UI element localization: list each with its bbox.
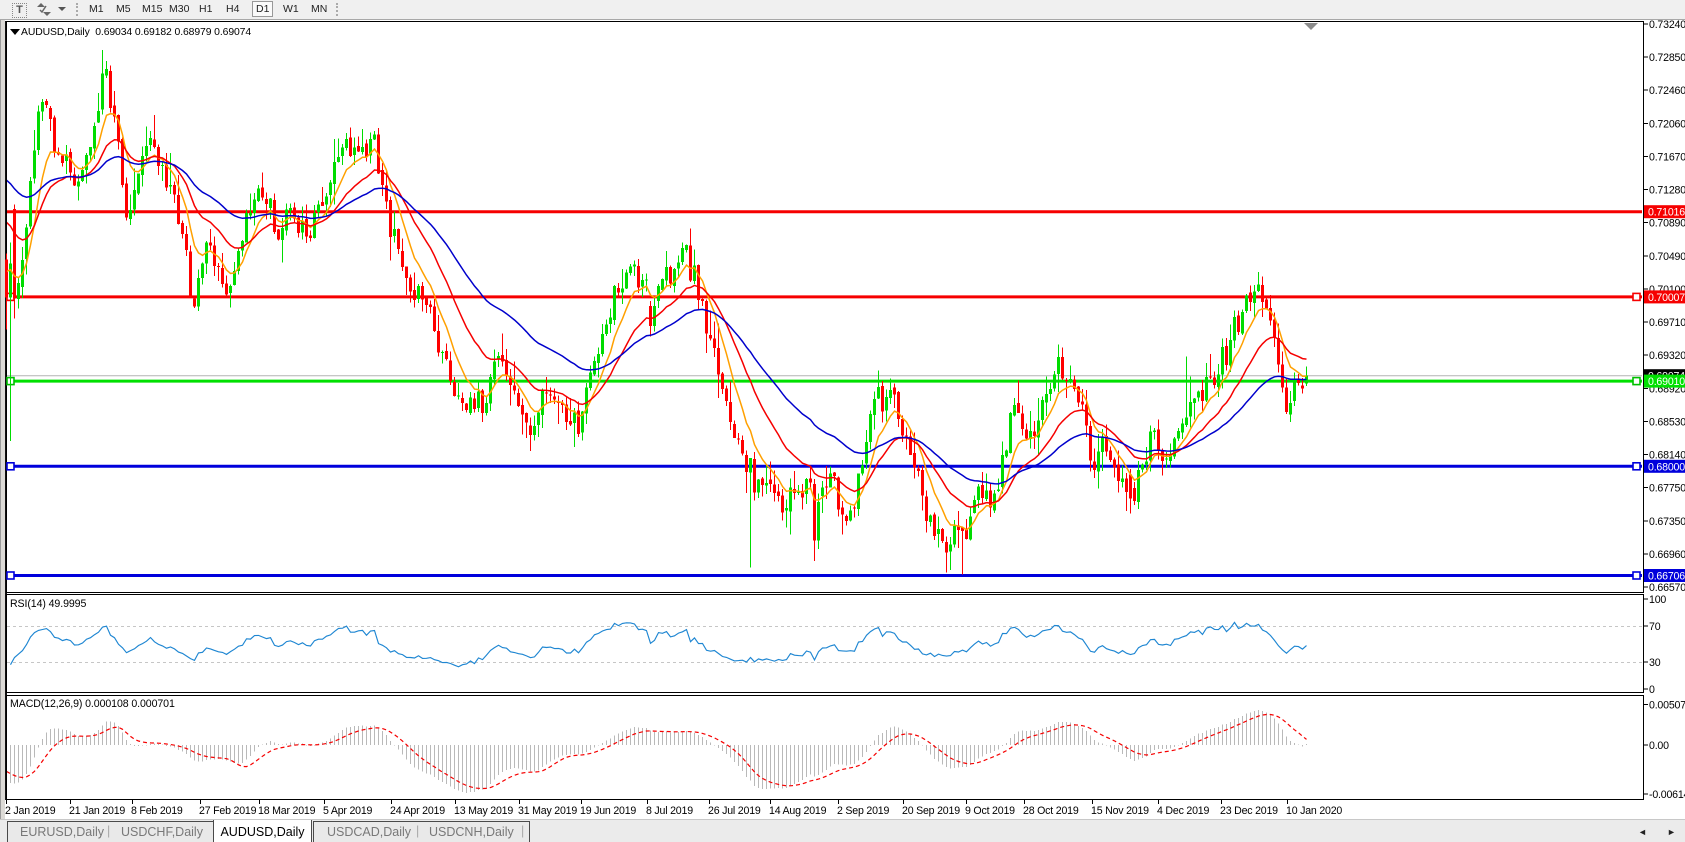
svg-text:26 Jul 2019: 26 Jul 2019 <box>708 805 761 817</box>
svg-text:5 Apr 2019: 5 Apr 2019 <box>323 805 373 817</box>
svg-text:10 Jan 2020: 10 Jan 2020 <box>1286 805 1342 817</box>
svg-text:0.71016: 0.71016 <box>1648 207 1685 219</box>
svg-text:0.69710: 0.69710 <box>1649 317 1685 329</box>
svg-text:0.68000: 0.68000 <box>1648 461 1685 473</box>
svg-text:0.69010: 0.69010 <box>1648 376 1685 388</box>
svg-text:0.70007: 0.70007 <box>1648 292 1685 304</box>
svg-text:0.66570: 0.66570 <box>1649 582 1685 594</box>
svg-text:24 Apr 2019: 24 Apr 2019 <box>390 805 445 817</box>
svg-text:0.68140: 0.68140 <box>1649 450 1685 462</box>
svg-text:18 Mar 2019: 18 Mar 2019 <box>258 805 316 817</box>
svg-text:8 Jul 2019: 8 Jul 2019 <box>646 805 693 817</box>
svg-text:0.66960: 0.66960 <box>1649 549 1685 561</box>
svg-text:30: 30 <box>1649 657 1661 669</box>
svg-text:23 Dec 2019: 23 Dec 2019 <box>1220 805 1278 817</box>
svg-text:0.71670: 0.71670 <box>1649 152 1685 164</box>
svg-text:20 Sep 2019: 20 Sep 2019 <box>902 805 960 817</box>
svg-text:0.005076: 0.005076 <box>1649 699 1685 711</box>
svg-text:4 Dec 2019: 4 Dec 2019 <box>1157 805 1209 817</box>
svg-text:2 Sep 2019: 2 Sep 2019 <box>837 805 890 817</box>
svg-text:0.71280: 0.71280 <box>1649 184 1685 196</box>
svg-text:0.70490: 0.70490 <box>1649 251 1685 263</box>
svg-text:14 Aug 2019: 14 Aug 2019 <box>769 805 827 817</box>
svg-text:15 Nov 2019: 15 Nov 2019 <box>1091 805 1149 817</box>
svg-text:0.72060: 0.72060 <box>1649 119 1685 131</box>
svg-text:0.73240: 0.73240 <box>1649 19 1685 31</box>
svg-text:19 Jun 2019: 19 Jun 2019 <box>580 805 636 817</box>
svg-text:0.00: 0.00 <box>1649 740 1669 752</box>
svg-text:-0.006148: -0.006148 <box>1649 789 1685 801</box>
svg-text:0.68530: 0.68530 <box>1649 417 1685 429</box>
svg-text:0.70890: 0.70890 <box>1649 217 1685 229</box>
svg-text:0.72460: 0.72460 <box>1649 85 1685 97</box>
svg-text:9 Oct 2019: 9 Oct 2019 <box>965 805 1015 817</box>
svg-text:100: 100 <box>1649 594 1666 606</box>
svg-text:0: 0 <box>1649 684 1655 696</box>
svg-text:0.67350: 0.67350 <box>1649 516 1685 528</box>
svg-text:21 Jan 2019: 21 Jan 2019 <box>69 805 125 817</box>
svg-text:0.66706: 0.66706 <box>1648 571 1685 583</box>
svg-text:0.67750: 0.67750 <box>1649 482 1685 494</box>
svg-text:0.72850: 0.72850 <box>1649 52 1685 64</box>
svg-text:8 Feb 2019: 8 Feb 2019 <box>131 805 183 817</box>
svg-text:70: 70 <box>1649 621 1661 633</box>
svg-text:2 Jan 2019: 2 Jan 2019 <box>5 805 56 817</box>
svg-text:13 May 2019: 13 May 2019 <box>454 805 513 817</box>
svg-text:31 May 2019: 31 May 2019 <box>518 805 577 817</box>
svg-text:27 Feb 2019: 27 Feb 2019 <box>199 805 257 817</box>
svg-text:28 Oct 2019: 28 Oct 2019 <box>1023 805 1079 817</box>
svg-text:0.69320: 0.69320 <box>1649 350 1685 362</box>
